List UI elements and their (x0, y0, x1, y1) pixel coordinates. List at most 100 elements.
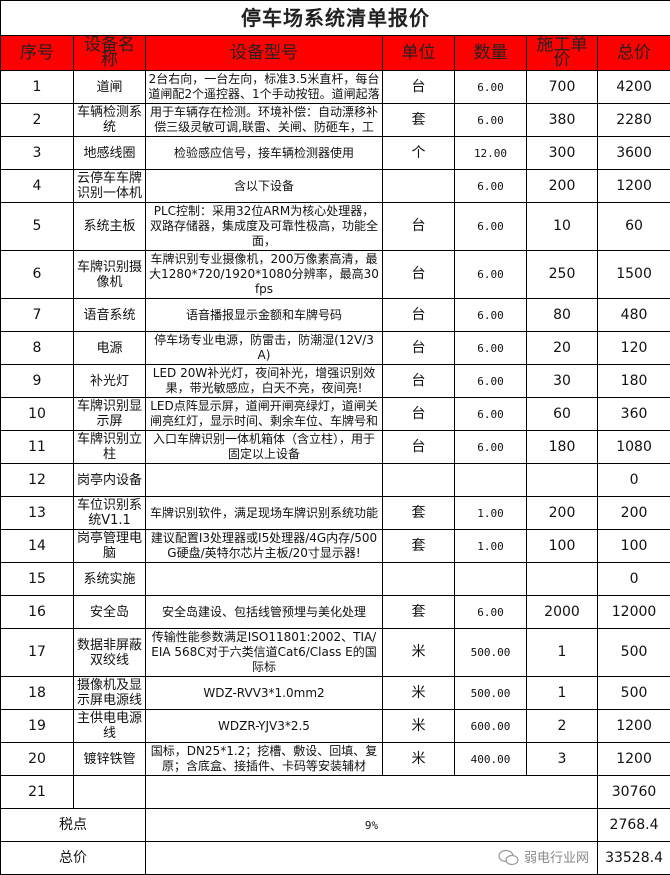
quantity (455, 563, 527, 596)
quantity: 6.00 (455, 365, 527, 398)
quantity: 6.00 (455, 251, 527, 299)
col-header-name: 设备名称 (74, 36, 146, 71)
line-total: 480 (598, 299, 670, 332)
equipment-name: 车辆检测系统 (74, 104, 146, 137)
equipment-spec: 国标，DN25*1.2；挖槽、敷设、回填、复原；含底盒、接插件、卡码等安装辅材 (146, 743, 383, 776)
equipment-spec (146, 563, 383, 596)
row-number: 21 (1, 776, 74, 809)
line-total: 200 (598, 497, 670, 530)
grand-total-amount: 33528.4 (598, 842, 670, 875)
equipment-name: 数据非屏蔽双绞线 (74, 629, 146, 677)
line-total: 1200 (598, 743, 670, 776)
line-total: 180 (598, 365, 670, 398)
quantity: 1.00 (455, 530, 527, 563)
equipment-spec: 含以下设备 (146, 170, 383, 203)
equipment-name: 地感线圈 (74, 137, 146, 170)
equipment-spec: 传输性能参数满足ISO11801:2002、TIA/EIA 568C对于六类信道… (146, 629, 383, 677)
unit-price: 1 (527, 677, 598, 710)
unit-price: 2000 (527, 596, 598, 629)
quantity: 6.00 (455, 71, 527, 104)
tax-label: 税点 (1, 809, 146, 842)
quantity: 6.00 (455, 398, 527, 431)
page-title: 停车场系统清单报价 (1, 1, 670, 36)
unit (383, 563, 455, 596)
unit: 台 (383, 431, 455, 464)
unit: 台 (383, 299, 455, 332)
unit: 台 (383, 251, 455, 299)
equipment-name: 语音系统 (74, 299, 146, 332)
row-number: 13 (1, 497, 74, 530)
equipment-name: 安全岛 (74, 596, 146, 629)
watermark-cell: 弱电行业网 (146, 842, 598, 875)
equipment-name: 岗亭管理电脑 (74, 530, 146, 563)
equipment-name: 车位识别系统V1.1 (74, 497, 146, 530)
grand-total-label: 总价 (1, 842, 146, 875)
equipment-spec: 2台右向，一台左向，标准3.5米直杆，每台道闸配2个遥控器、1个手动按钮。道闸起… (146, 71, 383, 104)
equipment-name: 道闸 (74, 71, 146, 104)
row-number: 6 (1, 251, 74, 299)
unit: 米 (383, 710, 455, 743)
wechat-icon (498, 849, 520, 867)
quantity: 6.00 (455, 332, 527, 365)
unit: 台 (383, 332, 455, 365)
row-number: 4 (1, 170, 74, 203)
row-number: 18 (1, 677, 74, 710)
equipment-spec: 车牌识别软件，满足现场车牌识别系统功能 (146, 497, 383, 530)
unit: 台 (383, 365, 455, 398)
equipment-name: 车牌识别立柱 (74, 431, 146, 464)
equipment-spec: LED 20W补光灯，夜间补光，增强识别效果，带光敏感应，白天不亮，夜间亮! (146, 365, 383, 398)
tax-rate: 9% (146, 809, 598, 842)
col-header-total: 总价 (598, 36, 670, 71)
line-total: 60 (598, 203, 670, 251)
empty-cell (74, 776, 146, 809)
equipment-spec: 安全岛建设、包括线管预埋与美化处理 (146, 596, 383, 629)
quantity: 6.00 (455, 431, 527, 464)
unit-price: 250 (527, 251, 598, 299)
unit-price: 1 (527, 629, 598, 677)
unit (383, 464, 455, 497)
equipment-spec: WDZ-RVV3*1.0mm2 (146, 677, 383, 710)
unit: 套 (383, 104, 455, 137)
col-header-no: 序号 (1, 36, 74, 71)
unit-price: 200 (527, 497, 598, 530)
quantity: 6.00 (455, 596, 527, 629)
unit-price: 30 (527, 365, 598, 398)
line-total: 1080 (598, 431, 670, 464)
equipment-name: 岗亭内设备 (74, 464, 146, 497)
line-total: 500 (598, 629, 670, 677)
unit: 米 (383, 677, 455, 710)
equipment-spec: LED点阵显示屏，道闸开闸亮绿灯，道闸关闸亮红灯，显示时间、剩余车位、车牌号和 (146, 398, 383, 431)
equipment-spec: 用于车辆存在检测。环境补偿：自动漂移补偿三级灵敏可调,联雷、关闸、防砸车，工 (146, 104, 383, 137)
unit: 套 (383, 530, 455, 563)
unit-price: 700 (527, 71, 598, 104)
line-total: 12000 (598, 596, 670, 629)
line-total: 3600 (598, 137, 670, 170)
unit: 台 (383, 71, 455, 104)
line-total: 0 (598, 563, 670, 596)
unit-price: 180 (527, 431, 598, 464)
quantity: 12.00 (455, 137, 527, 170)
col-header-qty: 数量 (455, 36, 527, 71)
col-header-price: 施工单价 (527, 36, 598, 71)
quantity: 6.00 (455, 170, 527, 203)
equipment-name: 系统主板 (74, 203, 146, 251)
row-number: 16 (1, 596, 74, 629)
equipment-spec: 检验感应信号，接车辆检测器使用 (146, 137, 383, 170)
